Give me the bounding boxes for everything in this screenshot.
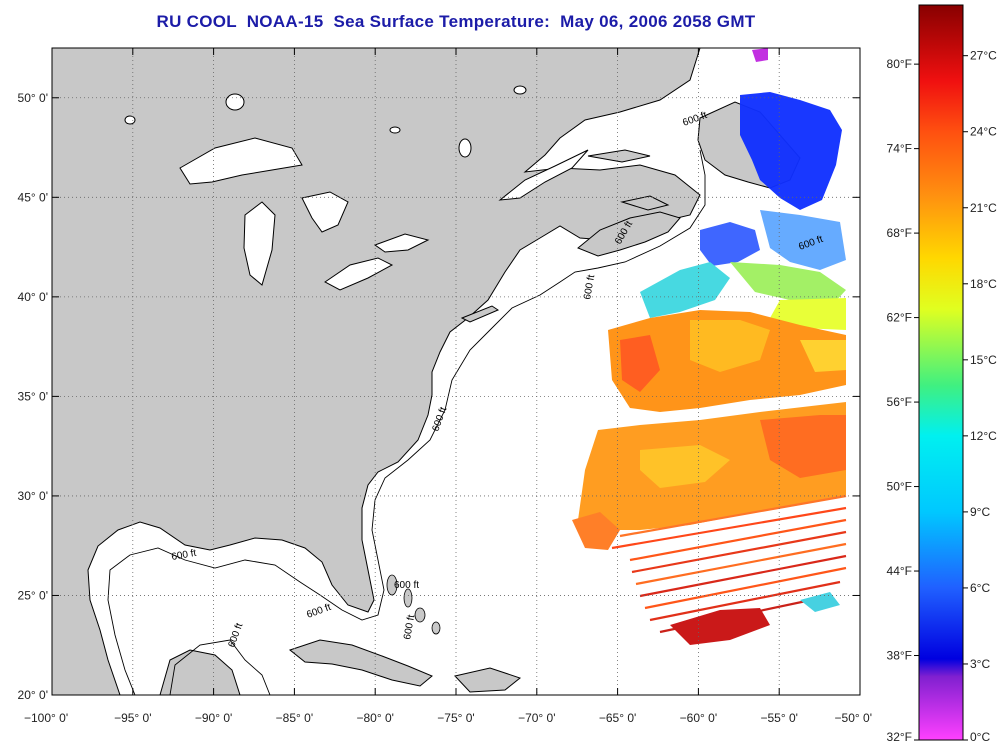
celsius-label: 18°C bbox=[970, 277, 997, 291]
lat-tick-label: 30° 0' bbox=[18, 489, 48, 503]
lon-tick-label: −100° 0' bbox=[24, 711, 68, 725]
lon-tick-label: −55° 0' bbox=[760, 711, 797, 725]
lon-tick-label: −65° 0' bbox=[599, 711, 636, 725]
lon-tick-label: −60° 0' bbox=[680, 711, 717, 725]
celsius-label: 3°C bbox=[970, 657, 990, 671]
lon-tick-label: −95° 0' bbox=[114, 711, 151, 725]
lon-tick-label: −75° 0' bbox=[437, 711, 474, 725]
celsius-label: 12°C bbox=[970, 429, 997, 443]
latitude-labels: 20° 0' 25° 0' 30° 0' 35° 0' 40° 0' 45° 0' 50° … bbox=[18, 91, 48, 702]
lon-tick-label: −85° 0' bbox=[276, 711, 313, 725]
celsius-label: 0°C bbox=[970, 730, 990, 744]
celsius-label: 15°C bbox=[970, 353, 997, 367]
fahrenheit-label: 62°F bbox=[887, 311, 912, 325]
land-nova-scotia bbox=[577, 211, 681, 257]
fahrenheit-label: 68°F bbox=[887, 226, 912, 240]
colorbar-fahrenheit-labels: 32°F 38°F 44°F 50°F 56°F 62°F 68°F 74°F 80°F bbox=[887, 57, 919, 744]
fahrenheit-label: 50°F bbox=[887, 480, 912, 494]
st-lawrence bbox=[498, 149, 589, 201]
sst-streaks bbox=[611, 494, 847, 634]
celsius-label: 6°C bbox=[970, 581, 990, 595]
sst-newfoundland bbox=[740, 92, 842, 210]
lat-tick-label: 25° 0' bbox=[18, 588, 48, 602]
land-long-island bbox=[460, 305, 500, 323]
fahrenheit-label: 56°F bbox=[887, 395, 912, 409]
lat-tick-label: 50° 0' bbox=[18, 91, 48, 105]
lat-tick-label: 35° 0' bbox=[18, 389, 48, 403]
fahrenheit-label: 80°F bbox=[887, 57, 912, 71]
lon-tick-label: −80° 0' bbox=[356, 711, 393, 725]
land-north-america bbox=[52, 48, 701, 695]
longitude-labels: −100° 0' −95° 0' −90° 0' −85° 0' −80° 0' −75°… bbox=[24, 711, 872, 725]
map-title: RU COOL NOAA-15 Sea Surface Temperature:… bbox=[156, 12, 756, 31]
celsius-label: 24°C bbox=[970, 125, 997, 139]
celsius-label: 27°C bbox=[970, 49, 997, 63]
isobath-label: 600 ft bbox=[171, 548, 198, 563]
isobath-label: 600 ft bbox=[582, 274, 597, 301]
lat-tick-label: 40° 0' bbox=[18, 290, 48, 304]
land-bahamas bbox=[386, 574, 441, 635]
land-cuba bbox=[288, 639, 433, 687]
celsius-label: 21°C bbox=[970, 201, 997, 215]
fahrenheit-label: 74°F bbox=[887, 142, 912, 156]
land-hispaniola bbox=[454, 667, 522, 693]
isobath-label: 600 ft bbox=[394, 580, 419, 591]
colorbar-celsius-labels: 0°C 3°C 6°C 9°C 12°C 15°C 18°C 21°C 24°C 27°C bbox=[963, 49, 997, 744]
lon-tick-label: −50° 0' bbox=[835, 711, 872, 725]
colorbar bbox=[918, 4, 964, 741]
isobath-600ft bbox=[107, 149, 706, 695]
isobath-label: 600 ft bbox=[402, 614, 417, 641]
land-pei bbox=[620, 195, 670, 211]
lon-tick-label: −70° 0' bbox=[518, 711, 555, 725]
great-lakes bbox=[124, 85, 527, 291]
lon-tick-label: −90° 0' bbox=[195, 711, 232, 725]
lat-tick-label: 45° 0' bbox=[18, 190, 48, 204]
map-frame bbox=[51, 47, 861, 696]
fahrenheit-label: 32°F bbox=[887, 730, 912, 744]
fahrenheit-label: 38°F bbox=[887, 649, 912, 663]
celsius-label: 9°C bbox=[970, 505, 990, 519]
isobath-caribbean bbox=[169, 639, 271, 695]
fahrenheit-label: 44°F bbox=[887, 564, 912, 578]
sst-data bbox=[572, 48, 847, 645]
land-anticosti bbox=[587, 149, 651, 163]
lat-tick-label: 20° 0' bbox=[18, 688, 48, 702]
